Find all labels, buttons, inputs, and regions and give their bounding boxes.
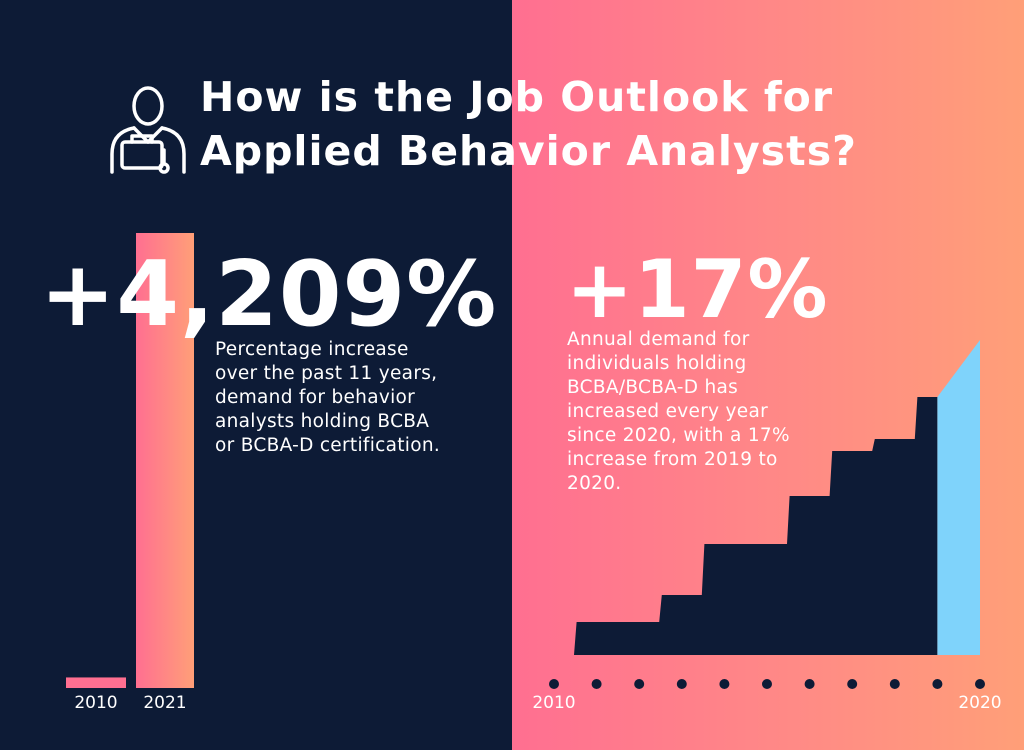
area-chart: 2010 2020 — [532, 340, 1002, 713]
bar-chart: 2010 2021 — [66, 233, 194, 713]
person-with-clipboard-icon — [110, 86, 186, 174]
axis-dot-2012 — [634, 679, 645, 689]
axis-dot-2016 — [804, 679, 815, 689]
bar-2010 — [66, 677, 126, 688]
axis-dot-2018 — [889, 679, 900, 689]
axis-dot-2010 — [549, 679, 559, 689]
area-series-2010-2019 — [554, 397, 938, 655]
right-stat-value: +17% — [566, 243, 829, 336]
left-stat-value: +4,209% — [40, 242, 498, 347]
bar-label-2021: 2021 — [143, 693, 186, 713]
axis-dot-2014 — [719, 679, 730, 689]
description-line: Percentage increase — [215, 339, 409, 360]
description-line: Annual demand for — [567, 329, 750, 350]
description-line: over the past 11 years, — [215, 363, 438, 384]
axis-dot-2013 — [676, 679, 687, 689]
left-panel — [0, 0, 512, 750]
axis-dot-2020 — [975, 679, 985, 689]
tick-label-2010: 2010 — [532, 693, 575, 713]
right-stat-description: Annual demand for individuals holding BC… — [567, 328, 790, 496]
area-highlight-2019-2020 — [937, 340, 980, 655]
description-line: BCBA/BCBA-D has — [567, 377, 739, 398]
page-title: How is the Job Outlook for Applied Behav… — [200, 70, 857, 178]
axis-dot-2011 — [591, 679, 602, 689]
title-line-1: How is the Job Outlook for — [200, 73, 834, 121]
axis-dot-2019 — [932, 679, 943, 689]
description-line: analysts holding BCBA — [215, 411, 430, 432]
bar-label-2010: 2010 — [74, 693, 117, 713]
description-line: increased every year — [567, 401, 769, 422]
bar-2021 — [136, 233, 194, 688]
left-stat-description: Percentage increase over the past 11 yea… — [215, 338, 440, 458]
description-line: or BCBA-D certification. — [215, 435, 441, 456]
description-line: individuals holding — [567, 353, 747, 374]
description-line: 2020. — [567, 473, 622, 494]
description-line: demand for behavior — [215, 387, 416, 408]
title-line-2: Applied Behavior Analysts? — [200, 127, 857, 175]
tick-label-2020: 2020 — [958, 693, 1001, 713]
description-line: increase from 2019 to — [567, 449, 778, 470]
axis-dot-2017 — [847, 679, 858, 689]
axis-dot-2015 — [762, 679, 772, 689]
description-line: since 2020, with a 17% — [567, 425, 790, 446]
